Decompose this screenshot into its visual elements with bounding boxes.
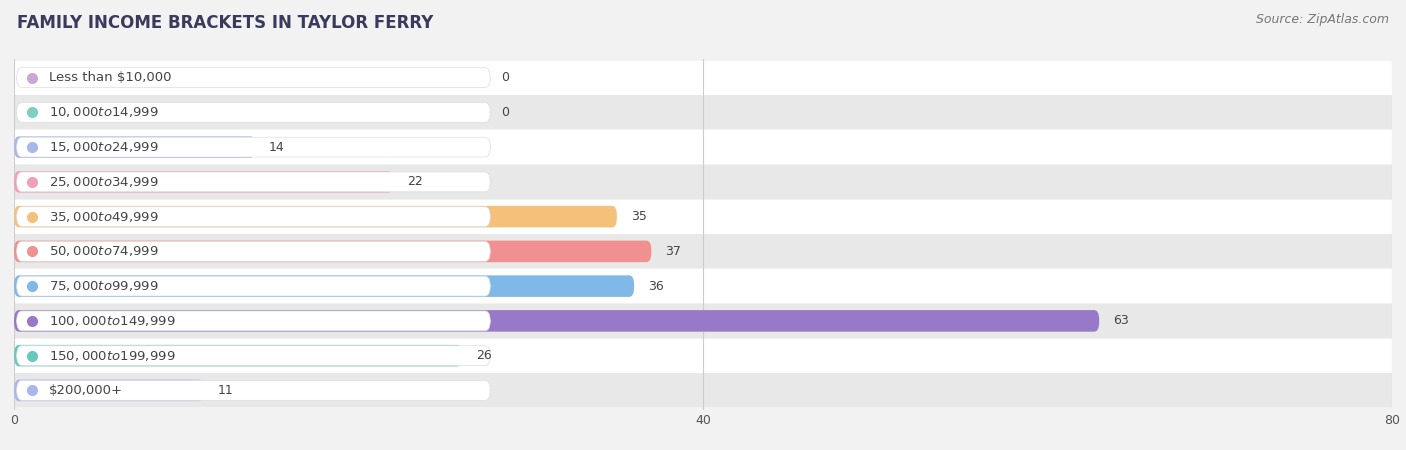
Bar xyxy=(14,234,1392,268)
Text: $10,000 to $14,999: $10,000 to $14,999 xyxy=(49,105,159,119)
FancyBboxPatch shape xyxy=(17,68,491,88)
Text: 35: 35 xyxy=(631,210,647,223)
Text: 11: 11 xyxy=(218,384,233,397)
Text: $100,000 to $149,999: $100,000 to $149,999 xyxy=(49,314,176,328)
Bar xyxy=(14,200,1392,234)
FancyBboxPatch shape xyxy=(17,207,491,226)
Text: 63: 63 xyxy=(1114,315,1129,328)
FancyBboxPatch shape xyxy=(17,137,491,157)
FancyBboxPatch shape xyxy=(17,346,491,365)
FancyBboxPatch shape xyxy=(17,242,491,261)
Text: $15,000 to $24,999: $15,000 to $24,999 xyxy=(49,140,159,154)
Text: $50,000 to $74,999: $50,000 to $74,999 xyxy=(49,244,159,258)
FancyBboxPatch shape xyxy=(14,275,634,297)
Text: FAMILY INCOME BRACKETS IN TAYLOR FERRY: FAMILY INCOME BRACKETS IN TAYLOR FERRY xyxy=(17,14,433,32)
FancyBboxPatch shape xyxy=(14,171,394,193)
FancyBboxPatch shape xyxy=(14,345,463,366)
FancyBboxPatch shape xyxy=(14,380,204,401)
Text: 36: 36 xyxy=(648,279,664,292)
FancyBboxPatch shape xyxy=(17,380,491,400)
Bar xyxy=(14,95,1392,130)
FancyBboxPatch shape xyxy=(14,310,1099,332)
Text: $200,000+: $200,000+ xyxy=(49,384,124,397)
Bar xyxy=(14,304,1392,338)
Text: 37: 37 xyxy=(665,245,681,258)
Bar xyxy=(14,61,1392,94)
FancyBboxPatch shape xyxy=(17,276,491,296)
Text: 26: 26 xyxy=(475,349,492,362)
Text: $150,000 to $199,999: $150,000 to $199,999 xyxy=(49,349,176,363)
Text: Source: ZipAtlas.com: Source: ZipAtlas.com xyxy=(1256,14,1389,27)
Text: $25,000 to $34,999: $25,000 to $34,999 xyxy=(49,175,159,189)
Text: Less than $10,000: Less than $10,000 xyxy=(49,71,172,84)
Bar xyxy=(14,165,1392,199)
FancyBboxPatch shape xyxy=(14,136,256,158)
FancyBboxPatch shape xyxy=(14,206,617,227)
Bar xyxy=(14,269,1392,303)
Text: $35,000 to $49,999: $35,000 to $49,999 xyxy=(49,210,159,224)
Bar xyxy=(14,374,1392,407)
Text: 0: 0 xyxy=(502,106,509,119)
FancyBboxPatch shape xyxy=(14,241,651,262)
Text: 14: 14 xyxy=(269,140,285,153)
Text: 0: 0 xyxy=(502,71,509,84)
FancyBboxPatch shape xyxy=(17,311,491,331)
FancyBboxPatch shape xyxy=(17,172,491,192)
Text: $75,000 to $99,999: $75,000 to $99,999 xyxy=(49,279,159,293)
Bar xyxy=(14,338,1392,373)
FancyBboxPatch shape xyxy=(17,103,491,122)
Bar xyxy=(14,130,1392,164)
Text: 22: 22 xyxy=(406,176,423,189)
